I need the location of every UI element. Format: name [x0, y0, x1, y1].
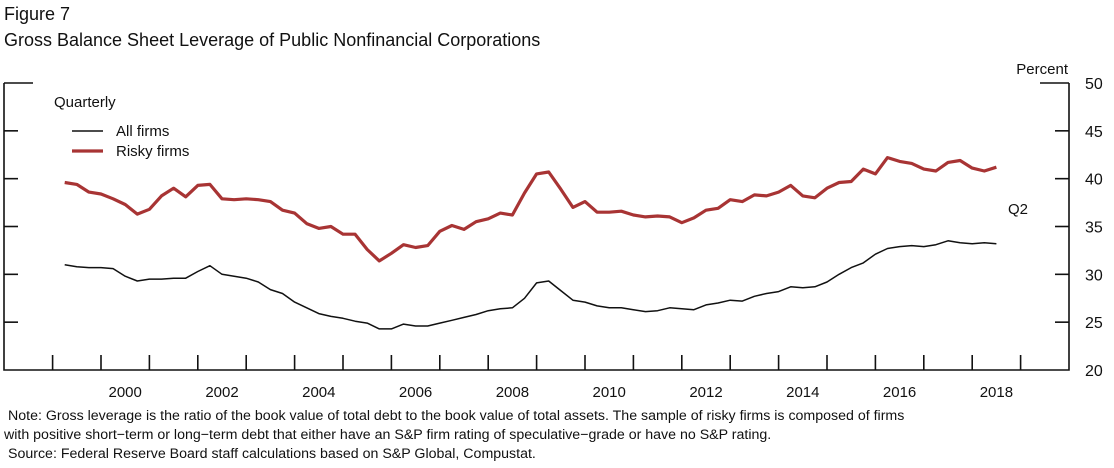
source-line: Source: Federal Reserve Board staff calc…: [8, 446, 536, 462]
chart-title: Gross Balance Sheet Leverage of Public N…: [4, 30, 541, 50]
x-tick-label: 2010: [593, 384, 626, 401]
y-tick-label: 30: [1085, 267, 1103, 284]
x-tick-label: 2004: [302, 384, 335, 401]
x-tick-label: 2006: [399, 384, 432, 401]
y-tick-label: 45: [1085, 124, 1103, 141]
note-line-2: with positive short−term or long−term de…: [4, 427, 772, 443]
chart-notes: Note: Gross leverage is the ratio of the…: [4, 407, 904, 464]
note-line-1: Note: Gross leverage is the ratio of the…: [8, 408, 905, 424]
figure-label: Figure 7: [4, 4, 71, 24]
y-tick-label: 25: [1085, 315, 1103, 332]
x-tick-label: 2012: [689, 384, 722, 401]
series-line-all-firms: [64, 240, 997, 330]
legend-label: All firms: [116, 123, 169, 140]
line-chart: 20 25 30 35 40 45 50 2000 2002 2004 2006 2008 2010 20…: [3, 61, 1103, 401]
x-tick-label: 2008: [496, 384, 529, 401]
frequency-label: Quarterly: [54, 94, 116, 111]
y-tick-label: 20: [1085, 363, 1103, 380]
y-tick-label: 40: [1085, 172, 1103, 189]
x-tick-label: 2000: [109, 384, 142, 401]
x-tick-label: 2016: [883, 384, 916, 401]
x-tick-label: 2002: [205, 384, 238, 401]
y-axis-label: Percent: [1016, 61, 1069, 78]
y-tick-label: 50: [1085, 76, 1103, 93]
series-line-risky-firms: [64, 156, 997, 263]
end-annotation: Q2: [1008, 201, 1028, 218]
y-tick-label: 35: [1085, 220, 1103, 237]
legend-label: Risky firms: [116, 143, 189, 160]
x-tick-label: 2018: [980, 384, 1013, 401]
x-tick-label: 2014: [786, 384, 819, 401]
